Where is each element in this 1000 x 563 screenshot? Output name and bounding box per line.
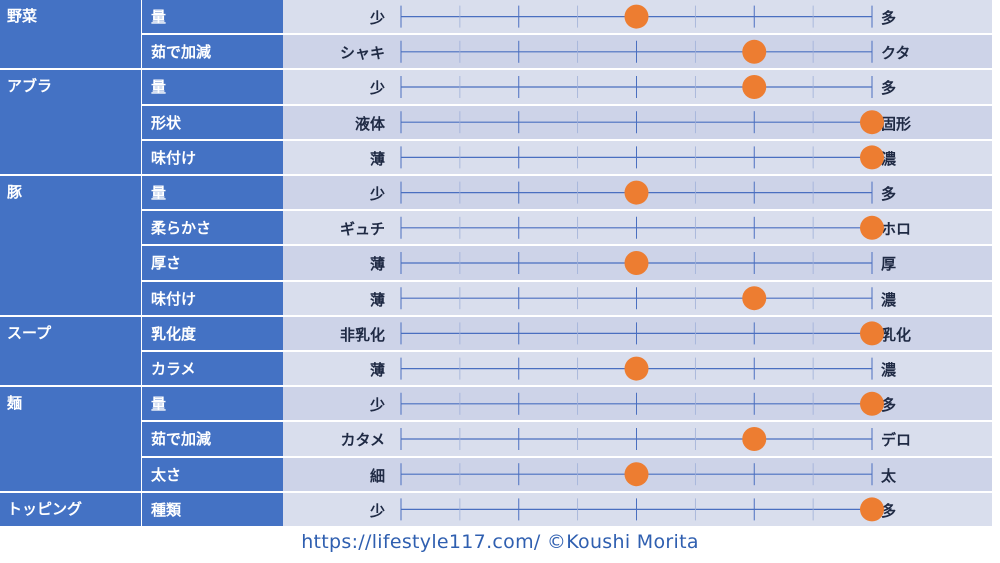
scale-right-label: 乳化 <box>881 325 912 344</box>
attribute-label: 量 <box>141 176 283 212</box>
rating-marker <box>624 356 649 381</box>
scale-left-label: 少 <box>369 9 385 27</box>
scale-right-label: クタ <box>881 44 911 63</box>
attribute-label: 種類 <box>141 492 283 528</box>
attribute-label: 量 <box>141 70 283 106</box>
attribute-label: 太さ <box>141 457 283 493</box>
attribute-label: 味付け <box>141 281 283 317</box>
rating-marker <box>624 462 649 487</box>
rating-marker <box>624 4 649 29</box>
attribute-label: 乳化度 <box>141 316 283 352</box>
category-label: 豚 <box>0 176 141 317</box>
scale-right-label: 濃 <box>881 361 897 379</box>
attribute-label: 茹で加減 <box>141 35 283 71</box>
scale-left-label: 薄 <box>369 149 385 168</box>
rating-marker <box>860 110 884 135</box>
rating-marker <box>742 427 767 451</box>
attribute-label: 味付け <box>141 140 283 176</box>
scale-right-label: 固形 <box>881 114 912 133</box>
category-label: アブラ <box>0 70 141 176</box>
rating-marker <box>860 391 884 416</box>
rating-marker <box>742 75 767 99</box>
scale-left-label: 液体 <box>354 114 385 133</box>
scale-right-label: 多 <box>881 185 897 203</box>
rating-marker <box>860 321 884 346</box>
scale-right-label: 濃 <box>881 290 897 309</box>
attribute-label: 形状 <box>141 105 283 141</box>
scale-right-label: 多 <box>881 501 897 520</box>
scale-left-label: ギュチ <box>339 220 385 239</box>
scale-right-label: 多 <box>881 79 897 98</box>
attribute-label: 柔らかさ <box>141 211 283 247</box>
rating-marker <box>860 497 884 522</box>
category-label: 野菜 <box>0 0 141 71</box>
scale-right-label: 濃 <box>881 149 897 168</box>
scale-right-label: 厚 <box>881 255 897 274</box>
scale-right-label: 太 <box>881 466 897 485</box>
rating-marker <box>860 215 884 240</box>
scale-left-label: カタメ <box>340 431 385 450</box>
attribute-label: 量 <box>141 387 283 423</box>
attribute-label: 茹で加減 <box>141 422 283 458</box>
rating-marker <box>860 145 884 170</box>
scale-graphics <box>400 4 884 522</box>
scale-left-label: 薄 <box>369 290 385 309</box>
rating-marker <box>624 180 649 205</box>
attribute-label: カラメ <box>141 352 283 388</box>
scale-left-label: 少 <box>369 185 385 203</box>
scale-right-label: ホロ <box>881 220 912 239</box>
scale-right-label: 多 <box>881 396 897 415</box>
scale-left-label: 少 <box>369 501 385 520</box>
scale-left-label: 非乳化 <box>339 325 385 344</box>
category-label: 麺 <box>0 387 141 493</box>
scale-right-label: デロ <box>881 431 912 450</box>
footer-credit: https://lifestyle117.com/ ©Koushi Morita <box>301 531 699 553</box>
rating-marker <box>742 286 767 311</box>
scale-left-label: シャキ <box>339 44 385 63</box>
rating-marker <box>624 251 649 275</box>
attribute-label: 量 <box>141 0 283 36</box>
category-label: スープ <box>0 316 141 388</box>
rating-marker <box>742 39 767 64</box>
scale-right-label: 多 <box>881 9 897 27</box>
category-label: トッピング <box>0 492 141 528</box>
scale-left-label: 薄 <box>369 361 385 379</box>
scale-left-label: 薄 <box>369 255 385 274</box>
scale-left-label: 細 <box>369 466 385 485</box>
attribute-label: 厚さ <box>141 246 283 282</box>
scale-left-label: 少 <box>369 396 385 415</box>
scale-left-label: 少 <box>369 79 385 98</box>
rating-table: 野菜 アブラ豚スープ麺トッピング量少多茹で加減 シャキ クタ量少多形状 液体 固形 味付け薄… <box>0 0 992 528</box>
